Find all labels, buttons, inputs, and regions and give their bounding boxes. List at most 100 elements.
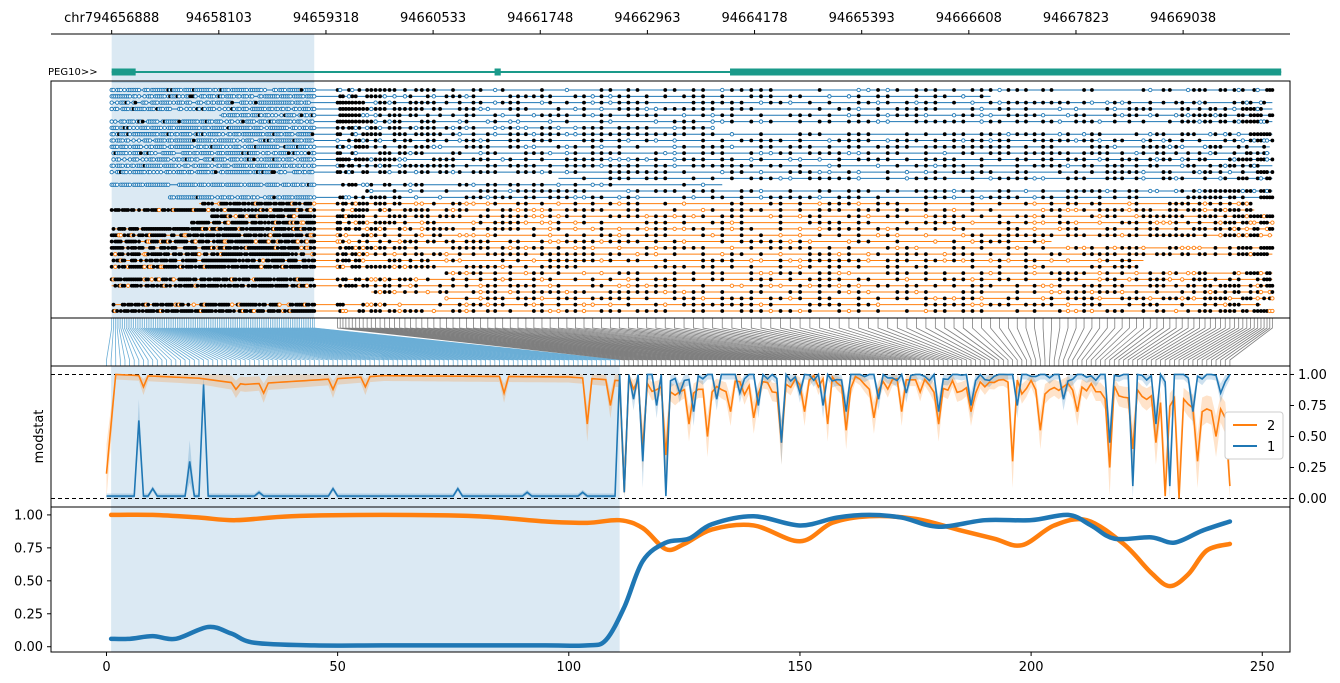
cpg-methylated <box>876 88 880 92</box>
cpg-methylated <box>1192 88 1196 92</box>
cpg-methylated <box>1024 271 1028 276</box>
cpg-methylated <box>1105 214 1110 219</box>
cpg-methylated <box>970 88 975 92</box>
cpg-unmethylated <box>866 258 871 263</box>
cpg-unmethylated <box>156 207 162 213</box>
cpg-methylated <box>682 132 686 137</box>
cpg-methylated <box>1248 151 1253 156</box>
cpg-unmethylated <box>1236 233 1241 238</box>
cpg-methylated <box>1218 283 1223 288</box>
cpg-methylated <box>1236 208 1241 212</box>
cpg-unmethylated <box>1213 113 1218 118</box>
cpg-methylated <box>1120 138 1125 143</box>
cpg-methylated <box>1049 144 1054 149</box>
cpg-methylated <box>365 170 370 174</box>
cpg-methylated <box>942 144 947 149</box>
cpg-methylated <box>357 277 362 282</box>
cpg-unmethylated <box>681 113 687 118</box>
cpg-methylated <box>1203 88 1207 92</box>
cpg-unmethylated <box>444 252 449 257</box>
cpg-methylated <box>369 195 374 200</box>
cpg-methylated <box>350 94 355 99</box>
cpg-methylated <box>582 125 586 130</box>
cpg-methylated <box>807 264 812 269</box>
cpg-unmethylated <box>353 220 358 225</box>
cpg-unmethylated <box>979 119 984 124</box>
cpg-methylated <box>1240 157 1245 162</box>
cpg-methylated <box>1223 189 1228 193</box>
cpg-methylated <box>361 170 366 174</box>
cpg-methylated <box>924 258 928 263</box>
cpg-unmethylated <box>153 150 158 156</box>
cpg-unmethylated <box>564 169 570 175</box>
cpg-methylated <box>275 264 280 269</box>
cpg-methylated <box>626 176 631 181</box>
cpg-methylated <box>952 277 956 282</box>
cpg-methylated <box>1032 163 1037 168</box>
cpg-methylated <box>1203 189 1207 193</box>
cpg-methylated <box>961 271 966 276</box>
cpg-methylated <box>471 290 476 294</box>
gene-exon <box>494 68 501 76</box>
cpg-methylated <box>701 214 705 219</box>
cpg-unmethylated <box>672 214 677 219</box>
cpg-methylated <box>644 138 649 143</box>
cpg-methylated <box>1240 233 1245 238</box>
cpg-methylated <box>720 290 725 294</box>
cpg-methylated <box>1127 170 1132 174</box>
cpg-unmethylated <box>202 94 207 99</box>
cpg-methylated <box>749 264 754 269</box>
cpg-unmethylated <box>700 207 706 213</box>
cpg-unmethylated <box>224 119 229 124</box>
cpg-methylated <box>219 208 224 212</box>
cpg-unmethylated <box>464 94 469 99</box>
cpg-methylated <box>431 157 436 162</box>
cpg-unmethylated <box>1180 245 1185 251</box>
cpg-methylated <box>369 245 374 250</box>
cpg-methylated <box>1208 214 1213 219</box>
cpg-methylated <box>1112 214 1117 219</box>
cpg-methylated <box>1024 151 1028 156</box>
cpg-methylated <box>1041 151 1045 156</box>
cpg-methylated <box>663 163 668 168</box>
cpg-unmethylated <box>125 163 131 168</box>
cpg-methylated <box>1192 277 1196 282</box>
cpg-methylated <box>1155 252 1159 257</box>
cpg-unmethylated <box>942 252 947 257</box>
cpg-unmethylated <box>260 132 266 137</box>
cpg-methylated <box>217 233 222 238</box>
cpg-methylated <box>590 296 595 301</box>
cpg-methylated <box>414 233 418 238</box>
cpg-methylated <box>431 119 436 124</box>
cpg-methylated <box>335 277 340 282</box>
cpg-methylated <box>1090 119 1094 124</box>
cpg-methylated <box>403 245 407 250</box>
cpg-methylated <box>353 100 358 105</box>
cpg-methylated <box>414 214 418 219</box>
cpg-methylated <box>807 170 812 174</box>
cpg-methylated <box>478 220 483 225</box>
cpg-unmethylated <box>346 195 352 200</box>
cpg-methylated <box>1066 227 1070 231</box>
cpg-unmethylated <box>1252 188 1257 194</box>
cpg-methylated <box>1161 157 1166 162</box>
cpg-methylated <box>1148 283 1153 288</box>
cpg-methylated <box>933 100 938 105</box>
cpg-methylated <box>357 201 362 206</box>
cpg-unmethylated <box>114 100 120 105</box>
cpg-unmethylated <box>113 119 118 124</box>
cpg-unmethylated <box>885 226 890 232</box>
cpg-methylated <box>827 296 832 301</box>
cpg-methylated <box>516 132 520 137</box>
cpg-methylated <box>548 252 553 257</box>
cpg-unmethylated <box>1236 132 1241 137</box>
cpg-unmethylated <box>450 125 456 131</box>
cpg-unmethylated <box>135 125 140 131</box>
cpg-unmethylated <box>275 182 280 187</box>
cpg-methylated <box>397 258 402 263</box>
cpg-methylated <box>1112 227 1117 231</box>
cpg-methylated <box>373 214 378 219</box>
cpg-methylated <box>464 264 469 269</box>
cpg-methylated <box>1024 170 1028 174</box>
cpg-methylated <box>471 264 476 269</box>
